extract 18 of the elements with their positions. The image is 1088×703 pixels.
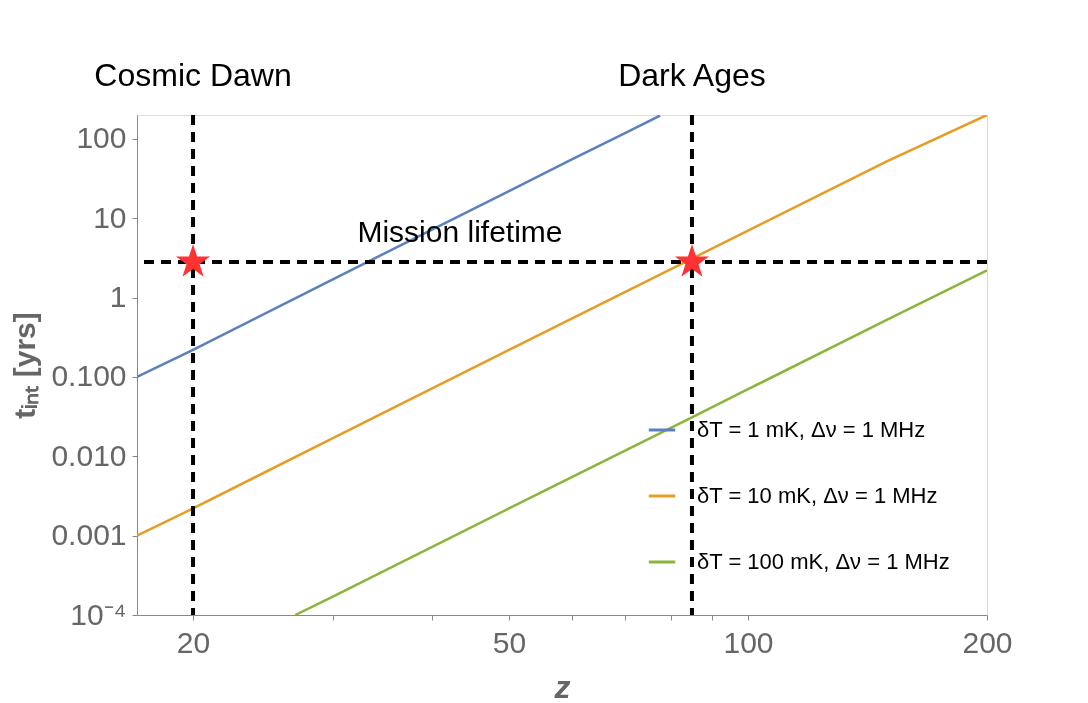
y-tick-label: 0.010 xyxy=(51,438,127,472)
x-tick-label: 100 xyxy=(723,625,774,659)
x-tick-label: 200 xyxy=(962,625,1013,659)
y-tick-label: 10 xyxy=(93,200,127,234)
y-axis-title: tᵢₙₜ [yrs] xyxy=(8,312,42,419)
y-tick-label: 10⁻⁴ xyxy=(70,597,127,631)
x-axis-title: z xyxy=(553,668,571,703)
ref-line-label: Dark Ages xyxy=(618,57,766,93)
legend-label: δT = 1 mK, Δν = 1 MHz xyxy=(697,417,926,442)
legend-label: δT = 10 mK, Δν = 1 MHz xyxy=(697,483,938,508)
y-tick-label: 1 xyxy=(109,280,127,314)
y-tick-label: 0.001 xyxy=(51,518,127,552)
legend-label: δT = 100 mK, Δν = 1 MHz xyxy=(697,549,950,574)
y-tick-label: 0.100 xyxy=(51,359,127,393)
ref-line-label: Cosmic Dawn xyxy=(94,57,292,93)
y-tick-label: 100 xyxy=(76,121,127,155)
x-tick-label: 50 xyxy=(492,625,527,659)
x-tick-label: 20 xyxy=(176,625,211,659)
